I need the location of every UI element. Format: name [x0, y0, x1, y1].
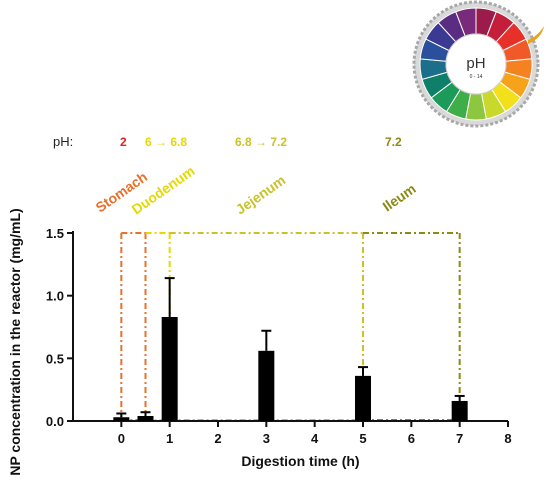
- x-tick-label: 0: [118, 431, 125, 446]
- ph-wheel-icon: pH 0 - 14: [412, 0, 544, 128]
- axes: 0.0 0.5 1.0 1.5 0 1 2 3 4 5 6 7 8: [46, 226, 512, 446]
- ph-row-title: pH:: [53, 134, 73, 149]
- ph-value: 2: [120, 135, 127, 149]
- bars: [113, 277, 468, 421]
- y-tick-label: 1.5: [46, 226, 64, 241]
- wheel-accent: [528, 26, 544, 44]
- x-tick-label: 4: [311, 431, 319, 446]
- wheel-center: [445, 33, 507, 95]
- wheel-range: 0 - 14: [470, 74, 483, 80]
- y-tick-label: 0.5: [46, 351, 64, 366]
- x-tick-label: 1: [166, 431, 173, 446]
- bar: [355, 375, 371, 421]
- bar: [161, 316, 178, 421]
- x-tick-label: 5: [359, 431, 366, 446]
- y-axis-label: NP concentration in the reactor (mg/mL): [7, 208, 23, 475]
- bar: [451, 400, 468, 421]
- bar: [137, 415, 154, 421]
- x-tick-label: 3: [263, 431, 270, 446]
- x-tick-label: 6: [408, 431, 415, 446]
- x-tick-label: 2: [214, 431, 221, 446]
- region-label-ileum: Ileum: [380, 180, 419, 214]
- y-tick-label: 0.0: [46, 414, 64, 429]
- bar: [113, 417, 130, 421]
- x-tick-label: 7: [456, 431, 463, 446]
- wheel-label: pH: [466, 55, 485, 72]
- region-label-jejenum: Jejenum: [233, 172, 289, 218]
- y-tick-label: 1.0: [46, 289, 64, 304]
- ph-value: 7.2: [385, 135, 402, 149]
- ph-value: 6 → 6.8: [145, 135, 187, 149]
- ph-row: pH: 2 6 → 6.8 6.8 → 7.2 7.2: [53, 134, 402, 149]
- x-tick-label: 8: [504, 431, 511, 446]
- ph-value: 6.8 → 7.2: [235, 135, 287, 149]
- bar: [258, 350, 275, 421]
- axis-labels: Digestion time (h) NP concentration in t…: [7, 208, 360, 475]
- x-axis-label: Digestion time (h): [241, 453, 359, 469]
